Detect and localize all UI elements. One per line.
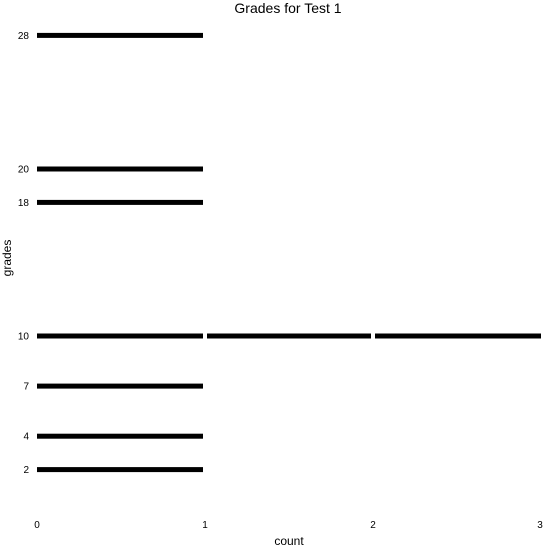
bar-grade-18-segment-6 [37,199,203,205]
bar-grade-10-segment-4 [207,333,371,339]
chart-title: Grades for Test 1 [234,0,341,16]
y-tick-label-28: 28 [18,31,30,42]
x-tick-label-3: 3 [537,520,543,531]
bar-grade-2-segment-0 [37,467,203,473]
y-tick-label-7: 7 [23,382,29,393]
y-tick-label-4: 4 [23,432,29,443]
x-tick-label-2: 2 [370,520,376,531]
bar-grade-28-segment-8 [37,32,203,38]
bar-grade-20-segment-7 [37,166,203,172]
y-tick-label-18: 18 [18,198,30,209]
bar-grade-7-segment-2 [37,383,203,389]
x-tick-labels: 0 1 2 3 [34,520,543,531]
y-tick-label-10: 10 [18,332,30,343]
y-tick-label-20: 20 [18,165,30,176]
x-axis-label: count [274,534,304,545]
bar-grade-10-segment-5 [375,333,541,339]
x-tick-label-0: 0 [34,520,40,531]
y-tick-label-2: 2 [23,465,29,476]
bars-group [37,32,541,473]
y-axis-label: grades [0,240,14,277]
bar-grade-10-segment-3 [37,333,203,339]
x-tick-label-1: 1 [202,520,208,531]
y-tick-labels: 2 4 7 10 18 20 28 [18,31,30,476]
bar-grade-4-segment-1 [37,433,203,439]
